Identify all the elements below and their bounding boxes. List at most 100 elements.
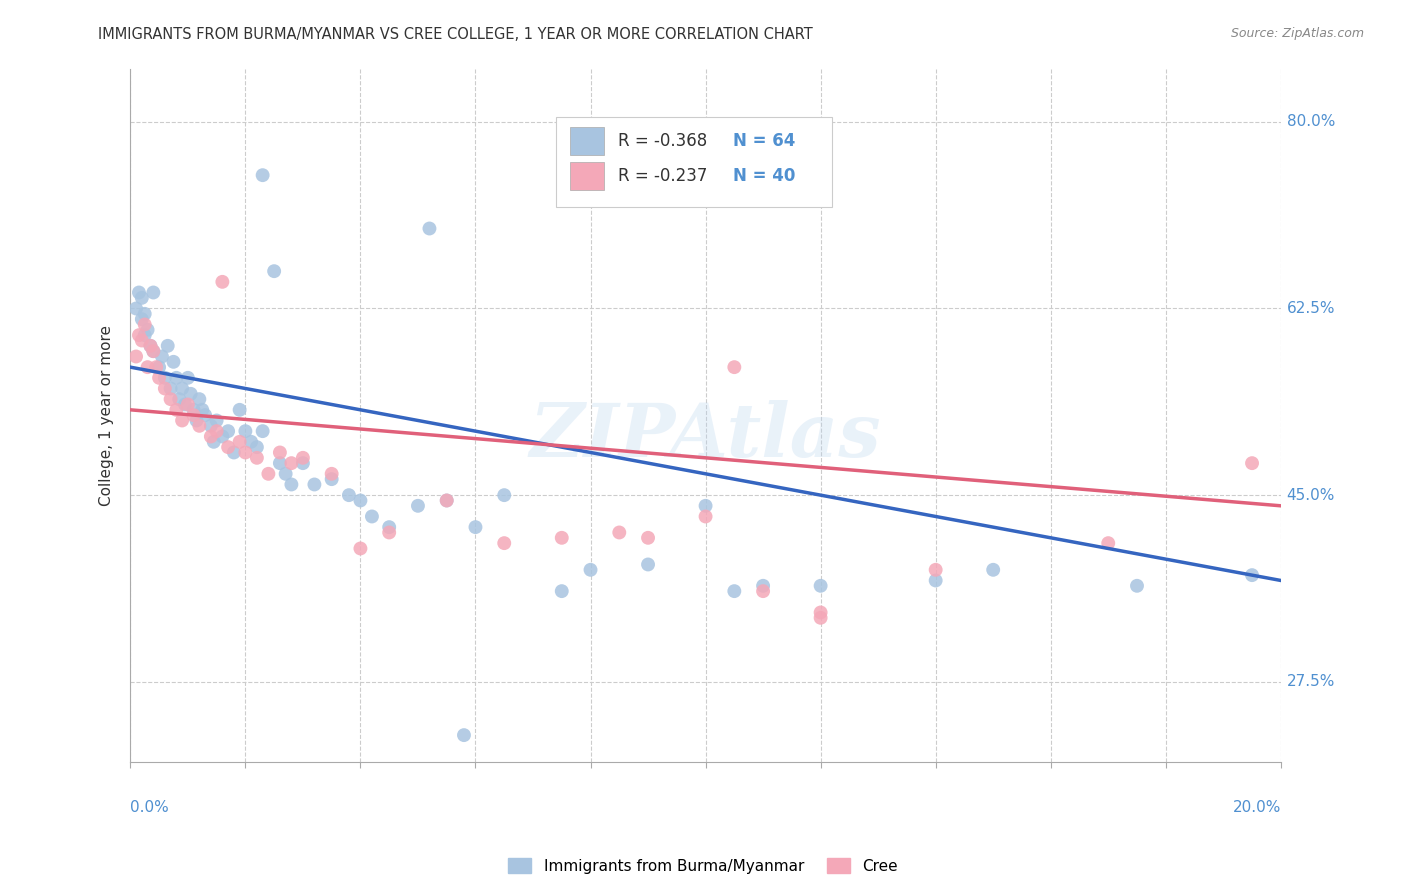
Point [131,312,153,326]
Point [418,221,440,235]
Text: 27.5%: 27.5% [1286,674,1334,690]
Point [165,402,187,417]
Point [1241,456,1264,470]
Point [131,334,153,348]
Point [924,563,946,577]
Point [200,429,222,443]
Y-axis label: College, 1 year or more: College, 1 year or more [100,325,114,506]
FancyBboxPatch shape [555,117,832,207]
Point [637,531,659,545]
Point [222,445,245,459]
Point [148,360,170,375]
Point [246,450,269,465]
Point [494,536,516,550]
Point [280,477,302,491]
Point [924,574,946,588]
Point [361,509,384,524]
Text: 20.0%: 20.0% [1233,800,1281,815]
Point [128,285,150,300]
Point [321,472,343,486]
Text: 0.0%: 0.0% [131,800,169,815]
Point [810,611,832,625]
Point [263,264,285,278]
Text: 62.5%: 62.5% [1286,301,1336,316]
Point [172,382,194,396]
Point [321,467,343,481]
Point [579,563,602,577]
Point [174,397,197,411]
Point [194,408,217,422]
Point [183,402,205,417]
Point [159,382,181,396]
Point [200,418,222,433]
Point [167,392,190,406]
Point [162,355,184,369]
Text: N = 40: N = 40 [733,167,796,185]
Point [125,301,148,316]
Point [228,434,250,449]
Point [378,525,401,540]
FancyBboxPatch shape [569,162,605,190]
Point [551,584,574,599]
Point [695,499,717,513]
Point [274,467,297,481]
Text: 80.0%: 80.0% [1286,114,1334,129]
Point [142,344,165,359]
Point [257,467,280,481]
Point [695,509,717,524]
Legend: Immigrants from Burma/Myanmar, Cree: Immigrants from Burma/Myanmar, Cree [502,852,904,880]
Point [136,323,159,337]
Point [637,558,659,572]
Point [145,360,167,375]
Point [235,445,257,459]
Point [148,371,170,385]
Text: N = 64: N = 64 [733,132,796,151]
Text: IMMIGRANTS FROM BURMA/MYANMAR VS CREE COLLEGE, 1 YEAR OR MORE CORRELATION CHART: IMMIGRANTS FROM BURMA/MYANMAR VS CREE CO… [98,27,813,42]
Point [406,499,429,513]
Point [205,424,228,438]
Point [607,525,630,540]
Point [269,445,291,459]
Point [337,488,360,502]
Point [134,307,156,321]
Point [453,728,475,742]
Point [153,371,176,385]
Point [125,350,148,364]
Point [172,413,194,427]
Point [180,387,202,401]
Point [464,520,486,534]
Text: R = -0.237: R = -0.237 [619,167,707,185]
Text: Source: ZipAtlas.com: Source: ZipAtlas.com [1230,27,1364,40]
Point [205,413,228,427]
Point [136,360,159,375]
Point [142,285,165,300]
Point [436,493,458,508]
Point [153,382,176,396]
Point [494,488,516,502]
Point [304,477,326,491]
Point [981,563,1004,577]
Text: 45.0%: 45.0% [1286,488,1334,503]
Text: ZIPAtlas: ZIPAtlas [530,400,882,472]
Point [156,339,179,353]
Point [186,413,208,427]
Point [150,350,173,364]
Point [202,434,225,449]
Point [1241,568,1264,582]
Point [139,339,162,353]
Point [228,402,250,417]
Point [240,434,263,449]
Point [810,579,832,593]
Point [269,456,291,470]
Point [217,424,239,438]
Point [551,531,574,545]
Point [752,584,775,599]
Point [131,291,153,305]
Point [188,418,211,433]
Point [142,344,165,359]
Point [139,339,162,353]
Point [723,360,745,375]
Text: R = -0.368: R = -0.368 [619,132,707,151]
Point [1126,579,1149,593]
Point [246,440,269,454]
